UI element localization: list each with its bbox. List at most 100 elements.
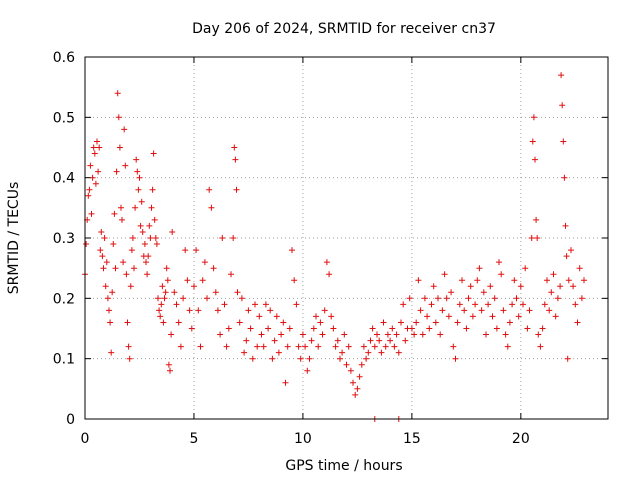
- data-point: [126, 355, 133, 362]
- data-point: [560, 138, 567, 145]
- data-point: [445, 313, 452, 320]
- data-point: [562, 222, 569, 229]
- data-point: [221, 301, 228, 308]
- data-point: [223, 343, 230, 350]
- data-point: [120, 259, 127, 266]
- data-point: [554, 295, 561, 302]
- data-point: [411, 331, 418, 338]
- data-point: [219, 235, 226, 241]
- data-point: [360, 343, 367, 350]
- data-point: [197, 343, 204, 350]
- data-point: [339, 349, 346, 356]
- data-point: [463, 325, 470, 332]
- data-point: [487, 283, 494, 290]
- data-point: [356, 373, 363, 380]
- data-point: [94, 138, 100, 145]
- data-point: [92, 180, 99, 187]
- data-point: [143, 259, 149, 266]
- data-point: [522, 265, 529, 272]
- data-point: [354, 385, 361, 392]
- data-point: [146, 222, 153, 229]
- y-tick-label: 0.4: [53, 171, 75, 187]
- data-point: [528, 235, 535, 241]
- data-point: [334, 337, 341, 344]
- data-point: [128, 247, 135, 254]
- data-point: [426, 325, 433, 332]
- data-point: [563, 253, 570, 260]
- data-point: [90, 144, 97, 151]
- data-point: [306, 355, 313, 362]
- data-point: [147, 235, 154, 241]
- data-point: [228, 271, 234, 278]
- data-point: [103, 259, 110, 266]
- data-point: [107, 319, 114, 326]
- data-point: [400, 301, 407, 308]
- data-point: [352, 391, 359, 398]
- data-point: [236, 319, 243, 326]
- data-point: [95, 168, 102, 175]
- data-point: [127, 283, 134, 290]
- data-point: [175, 319, 182, 326]
- data-point: [529, 138, 536, 145]
- data-point: [387, 337, 394, 344]
- data-point: [544, 277, 550, 284]
- data-point: [158, 301, 165, 308]
- data-point: [537, 343, 544, 350]
- data-point: [469, 313, 476, 320]
- data-point: [245, 307, 252, 314]
- data-point: [430, 283, 437, 290]
- data-point: [104, 295, 111, 302]
- data-point: [151, 216, 158, 223]
- data-point: [435, 295, 441, 302]
- data-point: [234, 289, 241, 296]
- data-point: [225, 325, 232, 332]
- y-tick-labels: 0 0.1 0.2 0.3 0.4 0.5 0.6: [53, 50, 75, 428]
- data-point: [456, 301, 463, 308]
- data-point: [137, 222, 144, 229]
- data-point: [115, 114, 122, 121]
- data-point: [131, 265, 137, 272]
- data-point: [243, 337, 250, 344]
- data-point: [570, 283, 577, 290]
- data-point: [124, 319, 131, 326]
- data-point: [350, 379, 356, 386]
- data-point: [513, 295, 520, 302]
- data-point: [111, 210, 118, 217]
- data-point: [110, 241, 117, 247]
- data-point: [398, 319, 404, 326]
- data-point: [347, 367, 354, 374]
- data-point: [214, 307, 221, 314]
- data-point: [437, 331, 444, 338]
- data-point: [532, 156, 538, 163]
- data-point: [302, 343, 309, 350]
- data-point: [184, 277, 191, 284]
- data-point: [144, 271, 151, 278]
- data-point: [472, 301, 479, 308]
- data-point: [212, 289, 219, 296]
- data-points: [82, 72, 587, 422]
- data-point: [391, 343, 398, 350]
- data-point: [504, 343, 511, 350]
- data-point: [99, 253, 106, 260]
- data-point: [86, 186, 93, 193]
- data-point: [230, 235, 237, 241]
- data-point: [241, 349, 248, 356]
- data-point: [533, 216, 540, 223]
- data-point: [454, 319, 461, 326]
- data-point: [520, 301, 526, 308]
- data-point: [343, 361, 350, 368]
- y-tick-label: 0: [66, 412, 75, 428]
- data-point: [145, 253, 152, 260]
- data-point: [118, 204, 124, 211]
- data-point: [565, 277, 572, 284]
- data-point: [341, 331, 348, 338]
- data-point: [238, 295, 245, 302]
- data-point: [557, 283, 564, 290]
- x-tick-label: 5: [189, 431, 198, 447]
- data-point: [384, 331, 391, 338]
- data-point: [249, 355, 256, 362]
- data-point: [108, 349, 115, 356]
- data-point: [415, 277, 422, 284]
- data-point: [493, 325, 500, 332]
- data-point: [363, 355, 370, 362]
